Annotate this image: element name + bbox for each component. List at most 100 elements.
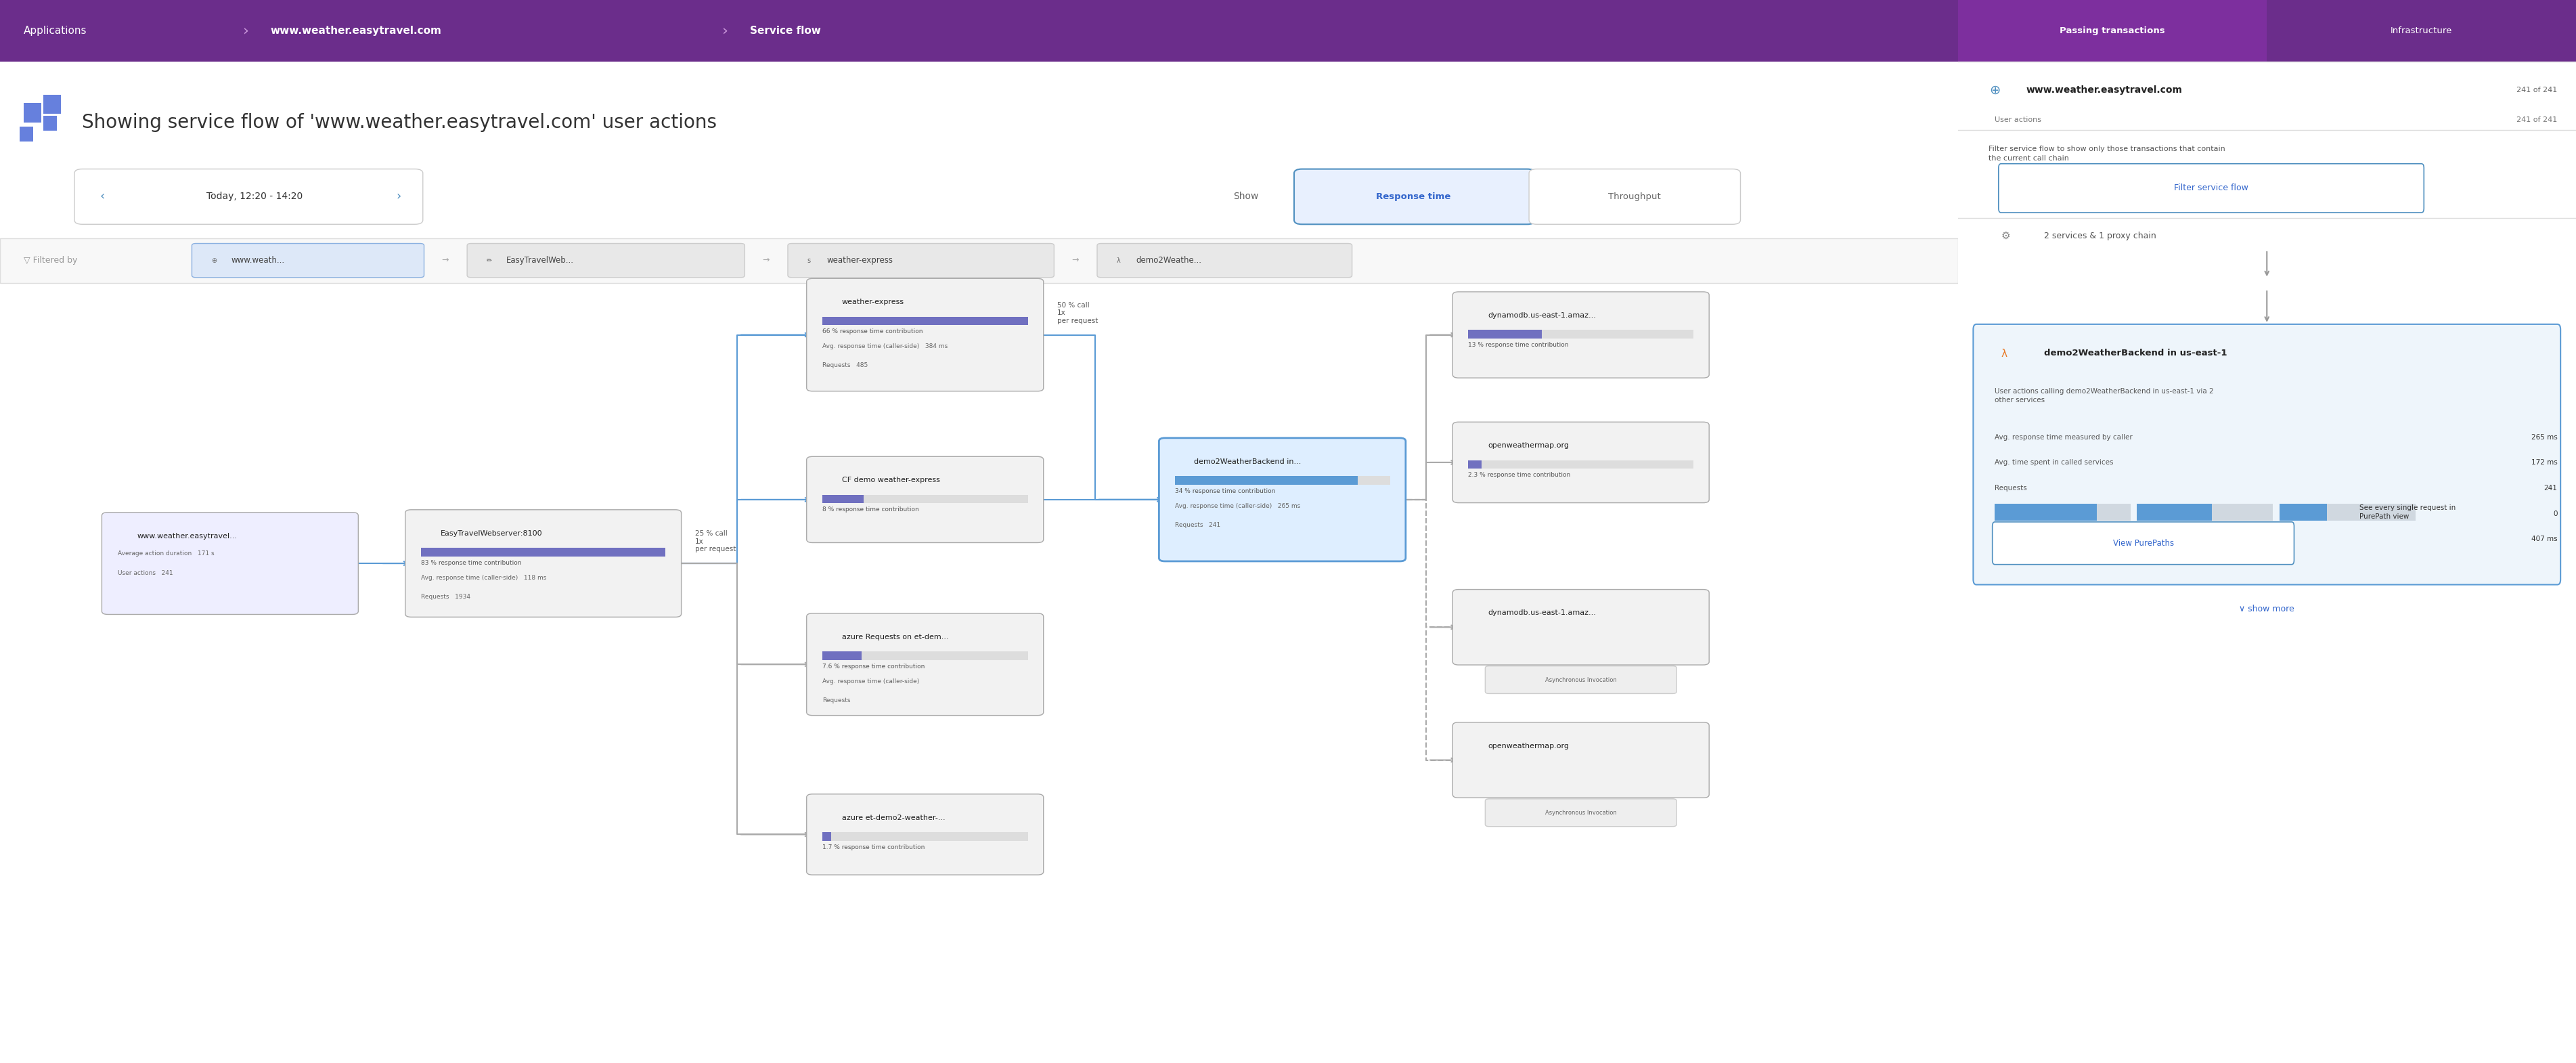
FancyBboxPatch shape (1453, 291, 1708, 377)
Text: Showing service flow of 'www.weather.easytravel.com' user actions: Showing service flow of 'www.weather.eas… (82, 113, 716, 132)
FancyBboxPatch shape (806, 794, 1043, 875)
FancyBboxPatch shape (1159, 438, 1406, 561)
Text: Asynchronous Invocation: Asynchronous Invocation (1546, 810, 1618, 815)
Text: ∨ show more: ∨ show more (2239, 605, 2295, 613)
Text: 2.3 % response time contribution: 2.3 % response time contribution (1468, 472, 1571, 478)
Text: Calls to other services: Calls to other services (1994, 536, 2074, 542)
Text: Infrastructure: Infrastructure (2391, 27, 2452, 35)
Text: 34 % response time contribution: 34 % response time contribution (1175, 488, 1275, 494)
FancyBboxPatch shape (420, 549, 665, 557)
Text: 13 % response time contribution: 13 % response time contribution (1468, 342, 1569, 348)
FancyBboxPatch shape (822, 652, 1028, 660)
FancyBboxPatch shape (466, 243, 744, 277)
FancyBboxPatch shape (788, 243, 1054, 277)
FancyBboxPatch shape (191, 243, 425, 277)
FancyBboxPatch shape (1175, 476, 1391, 485)
FancyBboxPatch shape (1097, 243, 1352, 277)
Text: Show: Show (1234, 192, 1260, 201)
Text: openweathermap.org: openweathermap.org (1489, 442, 1569, 449)
Text: ⊕: ⊕ (1989, 84, 2002, 97)
Text: Avg. response time (caller-side)   118 ms: Avg. response time (caller-side) 118 ms (420, 575, 546, 580)
Text: λ: λ (1118, 257, 1121, 264)
FancyBboxPatch shape (2280, 504, 2416, 521)
Text: Avg. response time (caller-side): Avg. response time (caller-side) (822, 678, 920, 685)
Text: www.weather.easytravel...: www.weather.easytravel... (137, 533, 237, 539)
FancyBboxPatch shape (2138, 504, 2213, 521)
FancyBboxPatch shape (75, 169, 422, 224)
FancyBboxPatch shape (2267, 0, 2576, 62)
FancyBboxPatch shape (1293, 169, 1535, 224)
Text: 7.6 % response time contribution: 7.6 % response time contribution (822, 663, 925, 670)
Text: dynamodb.us-east-1.amaz...: dynamodb.us-east-1.amaz... (1489, 313, 1597, 319)
FancyBboxPatch shape (806, 279, 1043, 391)
Text: EasyTravelWeb...: EasyTravelWeb... (507, 256, 574, 265)
Text: 66 % response time contribution: 66 % response time contribution (822, 328, 922, 335)
Text: Requests: Requests (822, 697, 850, 704)
Text: Failed requests: Failed requests (1994, 510, 2048, 517)
Text: openweathermap.org: openweathermap.org (1489, 743, 1569, 749)
FancyBboxPatch shape (1468, 330, 1692, 339)
Text: User actions: User actions (1994, 117, 2043, 123)
Text: s: s (806, 257, 811, 264)
Text: 25 % call
1x
per request: 25 % call 1x per request (696, 530, 737, 553)
FancyBboxPatch shape (822, 495, 863, 504)
Text: Requests   241: Requests 241 (1175, 522, 1221, 528)
FancyBboxPatch shape (44, 116, 57, 131)
Text: →: → (1072, 256, 1079, 265)
Text: ‹: ‹ (100, 190, 106, 203)
Text: demo2WeatherBackend in...: demo2WeatherBackend in... (1195, 458, 1301, 465)
Text: Response time: Response time (1376, 192, 1450, 201)
Text: Requests   485: Requests 485 (822, 362, 868, 369)
FancyBboxPatch shape (806, 457, 1043, 542)
Text: 83 % response time contribution: 83 % response time contribution (420, 560, 520, 566)
Text: www.weather.easytravel.com: www.weather.easytravel.com (270, 26, 440, 36)
Text: See every single request in
PurePath view: See every single request in PurePath vie… (2360, 505, 2455, 520)
Text: Requests   1934: Requests 1934 (420, 594, 471, 600)
FancyBboxPatch shape (1991, 522, 2295, 564)
Text: 241 of 241: 241 of 241 (2517, 117, 2558, 123)
Text: →: → (762, 256, 770, 265)
FancyBboxPatch shape (0, 238, 1958, 283)
FancyBboxPatch shape (23, 103, 41, 122)
FancyBboxPatch shape (1994, 504, 2130, 521)
FancyBboxPatch shape (1453, 589, 1708, 665)
Text: Avg. time spent in called services: Avg. time spent in called services (1994, 459, 2115, 466)
Text: ✏: ✏ (487, 257, 492, 264)
FancyBboxPatch shape (1958, 0, 2576, 62)
Text: View PurePaths: View PurePaths (2112, 539, 2174, 547)
Text: 407 ms: 407 ms (2532, 536, 2558, 542)
FancyBboxPatch shape (0, 0, 1958, 62)
FancyBboxPatch shape (1958, 0, 2267, 62)
Text: weather-express: weather-express (827, 256, 894, 265)
FancyBboxPatch shape (1486, 799, 1677, 827)
Text: 8 % response time contribution: 8 % response time contribution (822, 507, 920, 512)
Text: 50 % call
1x
per request: 50 % call 1x per request (1056, 302, 1097, 324)
Text: ⚙: ⚙ (2002, 231, 2009, 241)
FancyBboxPatch shape (1530, 169, 1741, 224)
Text: 2 services & 1 proxy chain: 2 services & 1 proxy chain (2045, 232, 2156, 240)
FancyBboxPatch shape (1453, 723, 1708, 797)
FancyBboxPatch shape (822, 317, 1028, 325)
FancyBboxPatch shape (404, 510, 680, 617)
Text: Passing transactions: Passing transactions (2061, 27, 2164, 35)
Text: Today, 12:20 - 14:20: Today, 12:20 - 14:20 (206, 192, 301, 201)
FancyBboxPatch shape (1175, 476, 1358, 485)
Text: Requests: Requests (1994, 485, 2027, 491)
FancyBboxPatch shape (1453, 422, 1708, 503)
Text: User actions   241: User actions 241 (118, 570, 173, 576)
Text: demo2Weathe...: demo2Weathe... (1136, 256, 1203, 265)
Text: Filter service flow to show only those transactions that contain
the current cal: Filter service flow to show only those t… (1989, 146, 2226, 162)
FancyBboxPatch shape (806, 613, 1043, 715)
Text: ›: › (397, 190, 402, 203)
Text: 265 ms: 265 ms (2532, 434, 2558, 440)
Text: Throughput: Throughput (1607, 192, 1662, 201)
Text: ›: › (721, 24, 729, 37)
Text: Asynchronous Invocation: Asynchronous Invocation (1546, 677, 1618, 682)
Text: Avg. response time measured by caller: Avg. response time measured by caller (1994, 434, 2133, 440)
FancyBboxPatch shape (1973, 324, 2561, 585)
Text: Avg. response time (caller-side)   265 ms: Avg. response time (caller-side) 265 ms (1175, 503, 1301, 509)
FancyBboxPatch shape (1468, 460, 1692, 469)
FancyBboxPatch shape (2280, 504, 2326, 521)
Text: User actions calling demo2WeatherBackend in us-east-1 via 2
other services: User actions calling demo2WeatherBackend… (1994, 388, 2213, 404)
Text: Average action duration   171 s: Average action duration 171 s (118, 551, 214, 557)
